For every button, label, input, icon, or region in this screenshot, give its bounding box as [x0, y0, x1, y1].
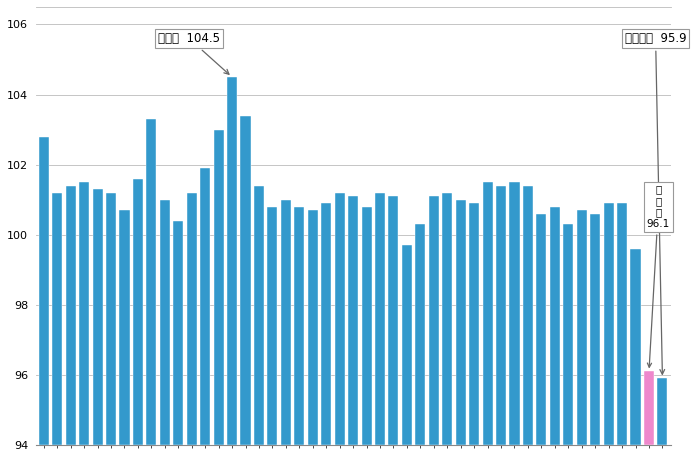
Bar [254, 185, 264, 445]
Bar [52, 193, 62, 445]
Bar [510, 182, 519, 445]
Bar [200, 168, 210, 445]
Bar [267, 207, 277, 445]
Bar [92, 189, 103, 445]
Bar [603, 203, 614, 445]
Bar [496, 185, 506, 445]
Bar [146, 119, 156, 445]
Bar [361, 207, 372, 445]
Bar [187, 193, 197, 445]
Bar [415, 224, 426, 445]
Bar [348, 196, 358, 445]
Bar [214, 130, 224, 445]
Bar [173, 221, 183, 445]
Bar [79, 182, 89, 445]
Text: 宮
崎
県
96.1: 宮 崎 県 96.1 [647, 184, 670, 367]
Bar [617, 203, 627, 445]
Bar [241, 115, 251, 445]
Bar [644, 371, 654, 445]
Bar [38, 136, 49, 445]
Bar [133, 179, 143, 445]
Bar [657, 378, 668, 445]
Bar [120, 210, 130, 445]
Bar [160, 200, 170, 445]
Bar [536, 214, 547, 445]
Bar [308, 210, 318, 445]
Bar [294, 207, 304, 445]
Bar [482, 182, 493, 445]
Bar [375, 193, 385, 445]
Bar [456, 200, 466, 445]
Bar [577, 210, 587, 445]
Bar [227, 77, 237, 445]
Bar [469, 203, 480, 445]
Bar [402, 245, 412, 445]
Bar [389, 196, 398, 445]
Bar [335, 193, 344, 445]
Text: 鹿児島県  95.9: 鹿児島県 95.9 [625, 32, 687, 374]
Bar [429, 196, 439, 445]
Bar [66, 185, 76, 445]
Bar [281, 200, 291, 445]
Bar [550, 207, 560, 445]
Bar [106, 193, 116, 445]
Bar [523, 185, 533, 445]
Text: 東京都  104.5: 東京都 104.5 [158, 32, 229, 74]
Bar [590, 214, 600, 445]
Bar [631, 249, 640, 445]
Bar [321, 203, 331, 445]
Bar [564, 224, 573, 445]
Bar [442, 193, 452, 445]
